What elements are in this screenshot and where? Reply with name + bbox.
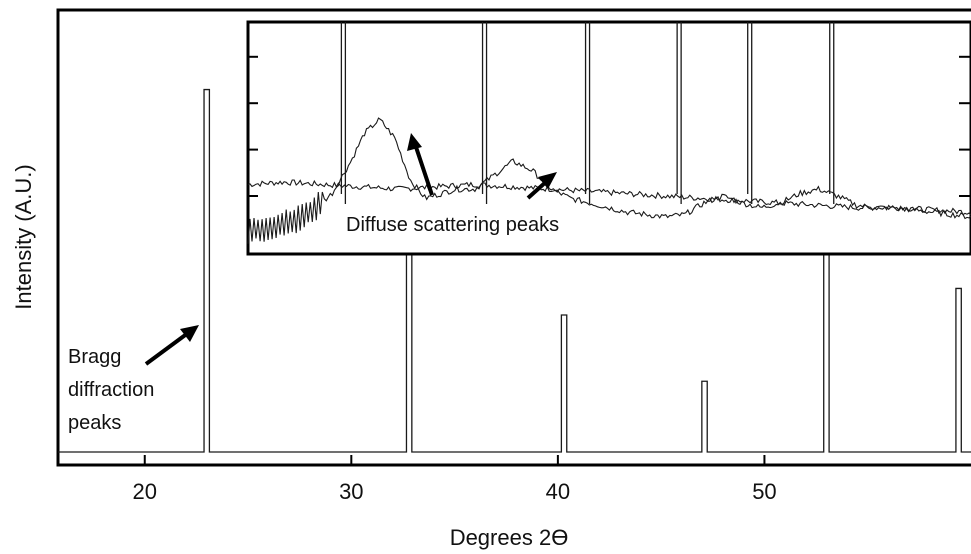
inset-y-ticks <box>248 55 971 197</box>
inset-bragg-line <box>829 22 835 204</box>
x-tick-label: 50 <box>752 479 776 504</box>
inset-bragg-line <box>747 22 753 204</box>
inset-bragg-lines <box>340 22 835 204</box>
bragg-arrow-head <box>180 325 199 342</box>
inset-bragg-line <box>481 22 488 204</box>
inset-bragg-line <box>340 22 347 204</box>
y-axis-label: Intensity (A.U.) <box>11 164 36 309</box>
inset-series-2 <box>247 117 971 244</box>
diffuse-arrow-right-head <box>538 172 557 189</box>
inset-series-1 <box>247 179 971 216</box>
inset-plot <box>246 20 971 256</box>
inset-series-lines <box>247 117 971 244</box>
bragg-annotation-line-1: Bragg <box>68 346 121 368</box>
diffuse-annotation: Diffuse scattering peaks <box>346 214 559 236</box>
x-tick-label: 20 <box>133 479 157 504</box>
main-plot: 20 30 40 50 <box>56 8 971 504</box>
diffuse-arrow-left <box>414 146 434 196</box>
x-axis-label: Degrees 2ϴ <box>450 525 569 550</box>
annotation-arrows <box>144 133 557 366</box>
x-tick-label: 40 <box>546 479 570 504</box>
main-series-line <box>58 88 971 453</box>
plot-frame <box>56 8 971 467</box>
inset-frame <box>246 20 971 256</box>
diffuse-arrow-left-head <box>407 133 422 151</box>
bragg-annotation-line-2: diffraction <box>68 379 154 401</box>
inset-bragg-line <box>584 22 591 204</box>
bragg-arrow <box>144 331 190 366</box>
bragg-annotation-line-3: peaks <box>68 412 121 434</box>
inset-bragg-line <box>676 22 682 204</box>
x-tick-label: 30 <box>339 479 363 504</box>
x-axis-ticks: 20 30 40 50 <box>133 455 777 504</box>
